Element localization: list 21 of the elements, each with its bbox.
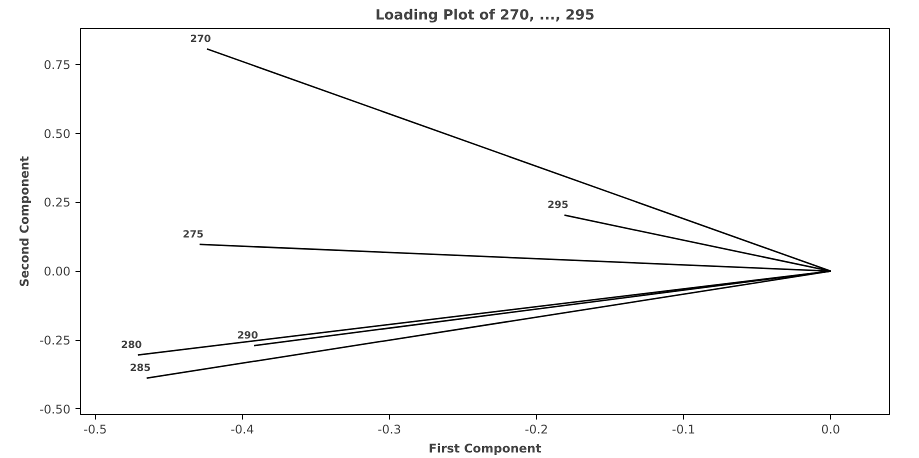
series-label: 270 [190, 34, 212, 45]
y-tick-label: 0.75 [44, 58, 70, 72]
series-label: 280 [120, 340, 142, 351]
y-tick-label: 0.00 [44, 264, 70, 279]
x-tick-label: -0.2 [524, 422, 548, 436]
chart-title: Loading Plot of 270, ..., 295 [375, 8, 595, 24]
x-axis-title: First Component [428, 442, 542, 456]
x-tick-label: 0.0 [821, 422, 840, 436]
y-tick-label: 0.50 [44, 126, 70, 141]
series-label: 285 [130, 363, 151, 374]
series-label: 290 [237, 330, 258, 342]
series-label: 275 [182, 229, 204, 240]
y-tick-label: 0.25 [44, 196, 70, 210]
y-tick-label: -0.25 [39, 334, 71, 348]
x-tick-label: -0.3 [378, 422, 402, 436]
x-tick-label: -0.1 [672, 422, 696, 436]
x-tick-label: -0.4 [230, 422, 254, 436]
series-label: 295 [548, 200, 568, 212]
y-axis-title: Second Component [17, 156, 32, 287]
x-tick-label: -0.5 [84, 422, 107, 436]
y-tick-label: -0.50 [39, 402, 71, 416]
